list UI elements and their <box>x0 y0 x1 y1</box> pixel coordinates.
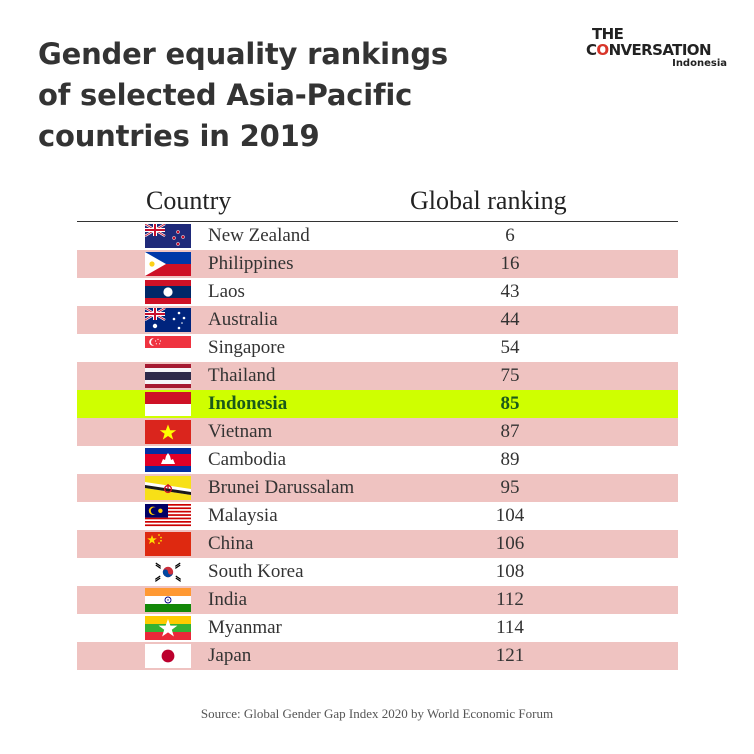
country-name: Australia <box>208 309 278 330</box>
title-line-3: countries in 2019 <box>38 119 320 153</box>
global-ranking-value: 106 <box>495 533 525 554</box>
table-row: Brunei Darussalam 95 <box>77 474 678 502</box>
global-ranking-value: 75 <box>500 365 520 386</box>
table-row: Myanmar 114 <box>77 614 678 642</box>
china-flag-icon <box>145 532 191 556</box>
myanmar-flag-icon <box>145 616 191 640</box>
global-ranking-value: 87 <box>500 421 520 442</box>
ranking-table: Country Global ranking New Zealand 6 Phili… <box>77 185 678 670</box>
global-ranking-value: 95 <box>500 477 520 498</box>
column-header-country: Country <box>146 186 232 215</box>
country-name: China <box>208 533 254 554</box>
country-name: Japan <box>208 645 252 666</box>
table-row: Vietnam 87 <box>77 418 678 446</box>
global-ranking-value: 43 <box>500 281 520 302</box>
logo-line-2: CONVERSATION <box>586 42 731 58</box>
logo-line-2-pre: C <box>586 41 597 59</box>
table-header: Country Global ranking <box>77 185 678 222</box>
country-name: South Korea <box>208 561 304 582</box>
country-name: Singapore <box>208 337 286 358</box>
japan-flag-icon <box>145 644 191 668</box>
country-name: Indonesia <box>208 393 288 414</box>
table-row: Singapore 54 <box>77 334 678 362</box>
table-row: Thailand 75 <box>77 362 678 390</box>
thailand-flag-icon <box>145 364 191 388</box>
table-row: Australia 44 <box>77 306 678 334</box>
table-row: India 112 <box>77 586 678 614</box>
source-note: Source: Global Gender Gap Index 2020 by … <box>200 706 554 721</box>
country-name: Cambodia <box>208 449 287 470</box>
table-row: Indonesia 85 <box>77 390 678 418</box>
philippines-flag-icon <box>145 252 191 276</box>
title-line-1: Gender equality rankings <box>38 37 448 71</box>
country-name: India <box>208 589 248 610</box>
table-row: Cambodia 89 <box>77 446 678 474</box>
table-row: Japan 121 <box>77 642 678 670</box>
table-row: South Korea 108 <box>77 558 678 586</box>
country-name: Malaysia <box>208 505 278 526</box>
global-ranking-value: 104 <box>495 505 525 526</box>
south-korea-flag-icon <box>145 560 191 584</box>
global-ranking-value: 121 <box>495 645 525 666</box>
table-row: Laos 43 <box>77 278 678 306</box>
cambodia-flag-icon <box>145 448 191 472</box>
australia-flag-icon <box>145 308 191 332</box>
global-ranking-value: 85 <box>500 393 520 414</box>
global-ranking-value: 89 <box>500 449 520 470</box>
country-name: New Zealand <box>208 225 310 246</box>
brunei-flag-icon <box>145 476 191 500</box>
logo-speech-o: O <box>596 41 609 59</box>
logo-line-1: THE <box>592 25 624 43</box>
india-flag-icon <box>145 588 191 612</box>
country-name: Laos <box>208 281 245 302</box>
laos-flag-icon <box>145 280 191 304</box>
chart-title: Gender equality rankings of selected Asi… <box>38 34 508 157</box>
singapore-flag-icon <box>145 336 191 360</box>
global-ranking-value: 112 <box>496 589 524 610</box>
global-ranking-value: 54 <box>500 337 520 358</box>
new-zealand-flag-icon <box>145 224 191 248</box>
title-line-2: of selected Asia-Pacific <box>38 78 413 112</box>
vietnam-flag-icon <box>145 420 191 444</box>
table-row: New Zealand 6 <box>77 222 678 250</box>
the-conversation-logo: THE CONVERSATION Indonesia <box>586 26 731 70</box>
indonesia-flag-icon <box>145 392 191 416</box>
country-name: Vietnam <box>208 421 273 442</box>
global-ranking-value: 114 <box>496 617 524 638</box>
table-row: Malaysia 104 <box>77 502 678 530</box>
logo-edition: Indonesia <box>672 58 727 69</box>
global-ranking-value: 16 <box>500 253 520 274</box>
global-ranking-value: 44 <box>500 309 520 330</box>
country-name: Myanmar <box>208 617 282 638</box>
country-name: Philippines <box>208 253 294 274</box>
logo-line-2-post: NVERSATION <box>608 41 712 59</box>
malaysia-flag-icon <box>145 504 191 528</box>
global-ranking-value: 108 <box>495 561 525 582</box>
column-header-ranking: Global ranking <box>410 186 567 215</box>
global-ranking-value: 6 <box>505 225 515 246</box>
table-row: China 106 <box>77 530 678 558</box>
country-name: Brunei Darussalam <box>208 477 355 498</box>
table-body: New Zealand 6 Philippines 16 Laos 43 Australia… <box>77 222 678 670</box>
table-row: Philippines 16 <box>77 250 678 278</box>
country-name: Thailand <box>208 365 276 386</box>
